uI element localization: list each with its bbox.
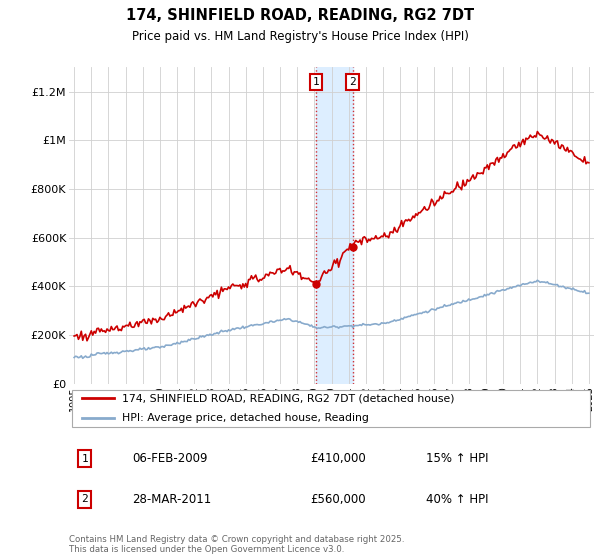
Text: £560,000: £560,000 — [311, 493, 366, 506]
Text: 40% ↑ HPI: 40% ↑ HPI — [426, 493, 488, 506]
Text: 1: 1 — [313, 77, 319, 87]
Text: 174, SHINFIELD ROAD, READING, RG2 7DT (detached house): 174, SHINFIELD ROAD, READING, RG2 7DT (d… — [121, 393, 454, 403]
Text: 174, SHINFIELD ROAD, READING, RG2 7DT: 174, SHINFIELD ROAD, READING, RG2 7DT — [126, 8, 474, 24]
FancyBboxPatch shape — [71, 390, 590, 427]
Text: £410,000: £410,000 — [311, 452, 366, 465]
Text: 2: 2 — [349, 77, 356, 87]
Text: Contains HM Land Registry data © Crown copyright and database right 2025.
This d: Contains HM Land Registry data © Crown c… — [69, 535, 404, 554]
Text: 15% ↑ HPI: 15% ↑ HPI — [426, 452, 488, 465]
Text: Price paid vs. HM Land Registry's House Price Index (HPI): Price paid vs. HM Land Registry's House … — [131, 30, 469, 43]
Text: 2: 2 — [82, 494, 88, 505]
Bar — [316, 67, 353, 384]
Text: 28-MAR-2011: 28-MAR-2011 — [132, 493, 211, 506]
Text: 1: 1 — [82, 454, 88, 464]
Text: HPI: Average price, detached house, Reading: HPI: Average price, detached house, Read… — [121, 413, 368, 423]
Text: 06-FEB-2009: 06-FEB-2009 — [132, 452, 208, 465]
